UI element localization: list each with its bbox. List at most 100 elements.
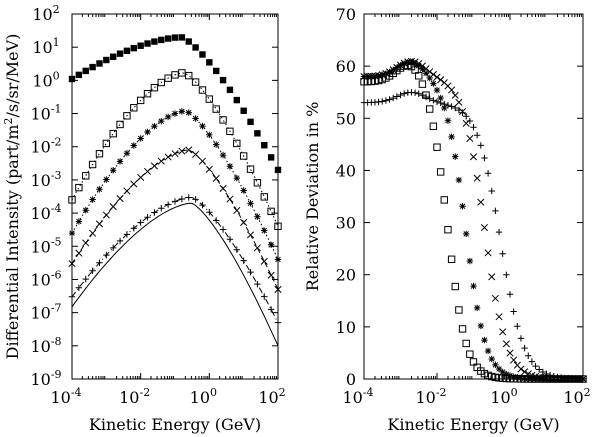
deviation-point (484, 170, 492, 177)
deviation-point (452, 153, 459, 160)
intensity-series-4 (68, 194, 282, 326)
intensity-point (185, 109, 192, 116)
deviation-point (422, 65, 430, 73)
intensity-point (267, 306, 275, 313)
intensity-point (274, 319, 282, 326)
intensity-point (158, 36, 165, 44)
deviation-point (437, 76, 445, 84)
deviation-point (418, 80, 427, 88)
deviation-point (418, 62, 426, 70)
deviation-point (455, 106, 463, 114)
intensity-point (226, 236, 234, 243)
deviation-point (455, 176, 463, 184)
intensity-point (247, 118, 254, 126)
intensity-point (212, 105, 220, 113)
deviation-series-1 (360, 59, 587, 383)
deviation-point (396, 61, 405, 69)
intensity-point (254, 213, 261, 220)
intensity-point (144, 128, 151, 136)
intensity-point (130, 180, 138, 188)
deviation-point (525, 352, 532, 359)
intensity-point (136, 96, 145, 105)
deviation-point (382, 97, 390, 104)
y-tick-label: 40 (336, 161, 356, 180)
deviation-point (484, 249, 492, 257)
deviation-point (437, 94, 444, 102)
y-tick-label: 10-9 (30, 368, 61, 389)
deviation-point (532, 362, 539, 370)
intensity-point (164, 35, 172, 42)
intensity-point (82, 275, 89, 283)
intensity-point (192, 115, 199, 122)
deviation-point (379, 98, 386, 105)
y-tick-label: 30 (336, 214, 356, 233)
intensity-point (261, 141, 268, 149)
deviation-point (462, 339, 470, 348)
deviation-point (469, 153, 478, 161)
intensity-point (75, 71, 83, 79)
intensity-point (205, 95, 214, 103)
intensity-point (253, 244, 261, 252)
deviation-point (495, 365, 503, 373)
intensity-point (198, 86, 207, 94)
deviation-point (499, 328, 507, 336)
deviation-point (459, 203, 466, 210)
intensity-point (130, 44, 137, 52)
deviation-point (436, 168, 445, 176)
intensity-series-0 (68, 34, 282, 174)
y-tick-label: 100 (32, 69, 59, 90)
intensity-point (95, 150, 104, 158)
deviation-point (426, 95, 433, 102)
intensity-point (199, 201, 206, 209)
deviation-point (539, 368, 547, 376)
intensity-point (95, 220, 104, 228)
deviation-point (419, 92, 426, 99)
intensity-point (82, 67, 89, 75)
intensity-point (151, 38, 158, 45)
deviation-point (517, 335, 525, 342)
deviation-point (430, 80, 437, 87)
intensity-point (103, 176, 110, 183)
intensity-point (88, 160, 97, 169)
deviation-x-axis-label: Kinetic Energy (GeV) (387, 415, 559, 434)
y-tick-label: 10 (336, 318, 356, 337)
intensity-point (233, 246, 240, 253)
intensity-point (164, 153, 172, 161)
intensity-point (261, 227, 268, 234)
intensity-point (260, 193, 268, 201)
intensity-point (267, 271, 275, 279)
deviation-point (536, 366, 543, 373)
deviation-point (477, 142, 484, 149)
x-tick-label: 100 (190, 386, 217, 407)
intensity-markers (68, 34, 282, 326)
deviation-point (426, 74, 433, 82)
intensity-point (206, 209, 213, 216)
intensity-point (253, 179, 262, 187)
deviation-point (448, 86, 456, 94)
deviation-point (448, 103, 455, 110)
x-tick-label: 10-4 (342, 386, 373, 407)
intensity-point (151, 123, 158, 130)
intensity-point (123, 150, 131, 157)
y-tick-label: 50 (336, 109, 356, 128)
intensity-point (239, 152, 248, 160)
intensity-point (68, 229, 76, 237)
deviation-point (506, 291, 514, 298)
deviation-point (514, 323, 521, 330)
intensity-point (213, 141, 220, 148)
deviation-point (502, 340, 510, 348)
intensity-point (267, 207, 275, 216)
deviation-point (488, 187, 495, 195)
y-tick-label: 10-5 (30, 235, 61, 256)
deviation-point (397, 91, 404, 99)
x-tick-label: 102 (258, 386, 285, 407)
deviation-series-0 (360, 61, 587, 383)
deviation-point (473, 304, 481, 312)
deviation-point (517, 374, 525, 382)
deviation-point (390, 94, 397, 102)
deviation-point (463, 113, 470, 120)
x-tick-label: 10-2 (119, 386, 150, 407)
y-tick-label: 101 (32, 36, 59, 57)
deviation-point (543, 370, 550, 378)
